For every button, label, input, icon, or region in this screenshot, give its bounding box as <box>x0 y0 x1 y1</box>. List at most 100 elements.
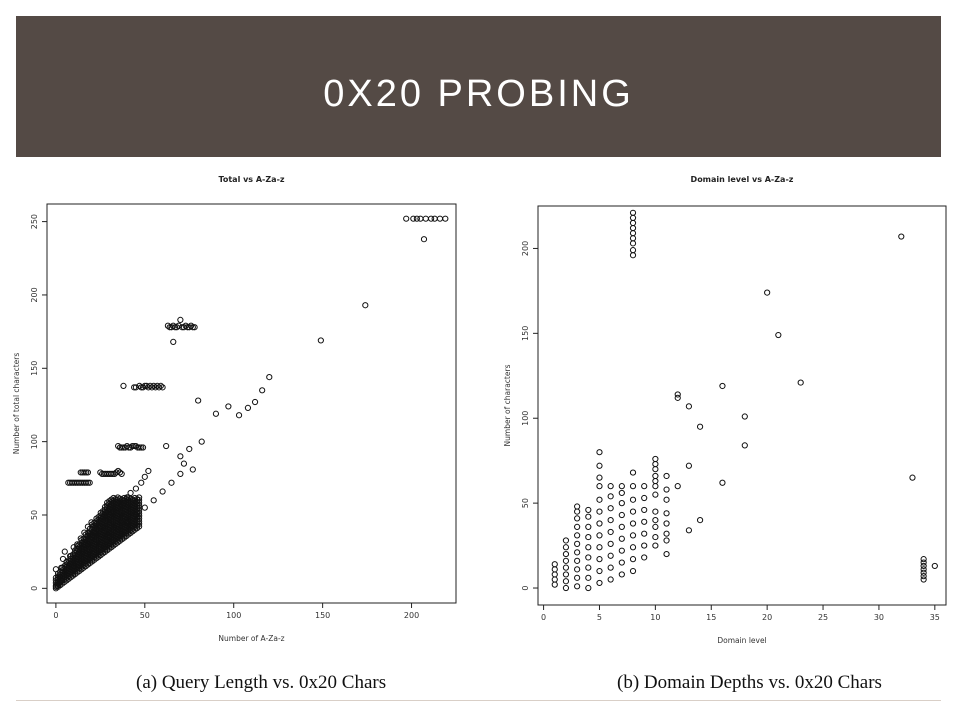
chart-a-point <box>155 384 163 391</box>
chart-b-point <box>641 506 648 514</box>
chart-a-point <box>157 382 164 389</box>
chart-a-point <box>131 442 138 450</box>
chart-b-point <box>641 554 648 561</box>
chart-b-point <box>585 513 592 520</box>
chart-b-point <box>663 530 670 537</box>
chart-b-point <box>585 523 592 530</box>
chart-a-point <box>266 373 273 381</box>
chart-b-point <box>596 508 603 515</box>
chart-b-point <box>652 508 659 515</box>
chart-a-point <box>139 444 147 451</box>
chart-b-point <box>574 515 581 522</box>
chart-b-point <box>596 449 603 456</box>
chart-b-x-tick-label: 10 <box>650 613 660 622</box>
chart-a-point <box>116 469 124 476</box>
chart-b-point <box>562 537 570 544</box>
chart-a-point <box>154 382 161 389</box>
chart-a-point <box>84 479 92 486</box>
chart-b-point <box>641 518 648 525</box>
chart-b-point <box>629 214 637 221</box>
chart-b-point <box>574 583 581 590</box>
chart-b-point <box>629 496 637 503</box>
chart-b-point <box>641 542 648 549</box>
chart-b-point <box>663 472 670 480</box>
chart-a-y-tick-label: 200 <box>30 287 39 302</box>
chart-a-point <box>159 488 166 495</box>
chart-a-point <box>145 467 152 475</box>
chart-a-point <box>141 473 148 480</box>
chart-b-point <box>562 564 570 571</box>
chart-b-x-tick-label: 5 <box>597 613 602 622</box>
chart-b-point <box>585 544 592 551</box>
chart-b-point <box>596 462 603 469</box>
chart-b-point <box>629 520 637 527</box>
caption-b: (b) Domain Depths vs. 0x20 Chars <box>617 672 882 693</box>
chart-b-point <box>652 533 659 541</box>
chart-a-point <box>150 497 157 504</box>
chart-a-point <box>189 324 196 331</box>
chart-b-point <box>585 554 592 561</box>
chart-a-y-tick-label: 0 <box>30 586 39 591</box>
chart-b-point <box>574 574 581 581</box>
chart-b-point <box>551 581 558 588</box>
chart-b-point <box>652 477 659 485</box>
chart-b-point <box>629 240 637 247</box>
slide-title: 0X20 PROBING <box>323 73 634 115</box>
chart-b-point <box>685 527 693 534</box>
chart-a-point <box>410 215 417 222</box>
chart-b-point <box>663 486 670 493</box>
chart-b-point <box>551 576 558 583</box>
chart-a-point <box>59 555 67 563</box>
chart-b-point <box>585 506 592 514</box>
chart-b-point <box>618 511 625 519</box>
chart-a-point <box>127 444 134 451</box>
chart-a-point <box>152 384 159 391</box>
chart-b-point <box>663 537 670 544</box>
chart-a-point <box>132 485 140 492</box>
chart-b-point <box>652 491 659 498</box>
chart-b-y-tick-label: 0 <box>521 585 530 590</box>
chart-a-point <box>403 215 410 222</box>
chart-b-point <box>920 556 927 563</box>
chart-b-point <box>652 460 659 468</box>
chart-a-point <box>138 444 145 451</box>
chart-b-point <box>585 564 592 571</box>
chart-b-x-tick-label: 25 <box>818 613 828 622</box>
chart-a-point <box>86 479 93 486</box>
chart-b-point <box>629 556 637 563</box>
chart-b-y-axis-label: Number of characters <box>503 364 512 446</box>
chart-b-point <box>551 561 558 568</box>
chart-b-x-axis-label: Domain level <box>717 636 766 645</box>
chart-a-point <box>177 470 184 478</box>
chart-a-x-tick-label: 150 <box>315 611 330 620</box>
chart-b-point <box>920 566 927 573</box>
chart-b-point <box>596 474 603 481</box>
chart-b-point <box>629 252 637 259</box>
chart-a-y-axis-label: Number of total characters <box>12 353 21 455</box>
chart-a-point <box>125 444 132 451</box>
chart-a-x-tick-label: 100 <box>226 611 241 620</box>
chart-a-y-tick-label: 100 <box>30 434 39 449</box>
chart-b-point <box>585 584 592 592</box>
chart-b-point <box>674 394 681 401</box>
chart-a-point <box>413 215 420 222</box>
chart-b-point <box>629 483 637 490</box>
chart-a-point <box>107 470 115 478</box>
chart-a-point <box>109 470 116 478</box>
chart-b-x-tick-label: 30 <box>874 613 884 622</box>
chart-a-point <box>83 469 90 476</box>
chart-a-x-tick-label: 50 <box>140 611 150 620</box>
chart-b-point <box>618 523 625 530</box>
chart-b-point <box>596 579 603 587</box>
chart-b-point <box>652 517 659 524</box>
chart-a-point <box>171 324 179 331</box>
chart-b-point <box>562 578 570 585</box>
chart-a-y-tick-label: 50 <box>30 510 39 520</box>
chart-b-point <box>652 523 659 530</box>
chart-b-y-tick-label: 200 <box>521 241 530 256</box>
chart-a-point <box>83 479 90 486</box>
chart-b-point <box>574 549 581 556</box>
chart-b-point <box>652 455 659 463</box>
chart-b-point <box>596 567 603 575</box>
chart-b-point <box>562 544 570 551</box>
